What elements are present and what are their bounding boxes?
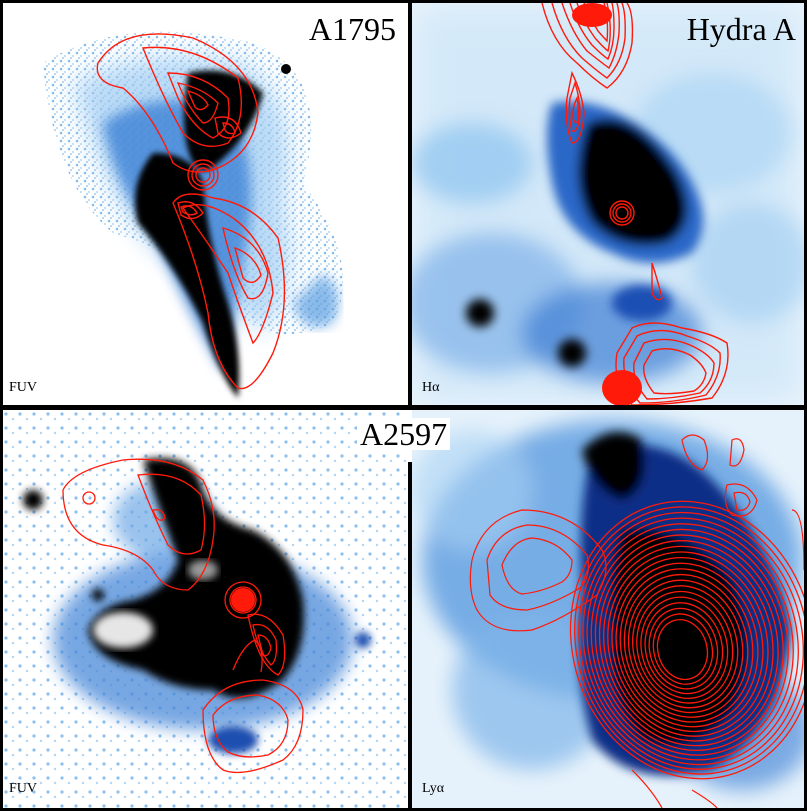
band-label: FUV (9, 781, 38, 796)
contour-ring (590, 528, 789, 756)
panel-a2597-lya: Lyα (412, 410, 804, 808)
contour-ring (627, 579, 744, 714)
panel-title: Hydra A (686, 11, 796, 47)
band-label: Lyα (422, 781, 445, 796)
contour-ring (607, 551, 769, 737)
a2597-lya-contours (469, 434, 804, 808)
contour-ring (603, 545, 774, 742)
contour-ring (632, 585, 739, 709)
contour-ring (644, 602, 724, 695)
a2597-lya-image (412, 410, 804, 808)
band-label: Hα (422, 380, 440, 395)
a1795-image (3, 3, 408, 405)
contour-ring (640, 596, 729, 699)
contour-ring (652, 613, 714, 685)
a2597-lya-core-contours (569, 500, 804, 780)
panel-title: A1795 (308, 11, 396, 47)
contour-ring (648, 607, 719, 690)
a2597-fuv-contours (62, 458, 304, 774)
contour-ring (578, 511, 804, 770)
contour-ring (574, 506, 804, 775)
contour-ring (569, 500, 804, 780)
contour-ring (582, 517, 799, 766)
a1795-radio-contours (96, 33, 286, 390)
vertical-divider-top (408, 0, 412, 407)
vertical-divider-bottom (408, 462, 412, 811)
hydra-a-image (412, 3, 804, 405)
contour-ring (586, 523, 794, 761)
contour-ring (623, 573, 749, 718)
contour-ring (656, 619, 709, 681)
contour-ring (636, 590, 734, 704)
a2597-fuv-image (3, 410, 408, 808)
contour-ring (619, 568, 754, 723)
contour-ring (611, 556, 764, 733)
row2-title: A2597 (357, 418, 451, 450)
panel-hydra-a: Hydra A Hα (412, 3, 804, 405)
panel-a2597-fuv: FUV (3, 410, 408, 808)
band-label: FUV (9, 380, 38, 395)
contour-ring (615, 562, 759, 728)
horizontal-divider (0, 405, 807, 410)
contour-ring (598, 540, 779, 747)
panel-a1795: A1795 FUV (3, 3, 408, 405)
contour-ring (594, 534, 784, 752)
